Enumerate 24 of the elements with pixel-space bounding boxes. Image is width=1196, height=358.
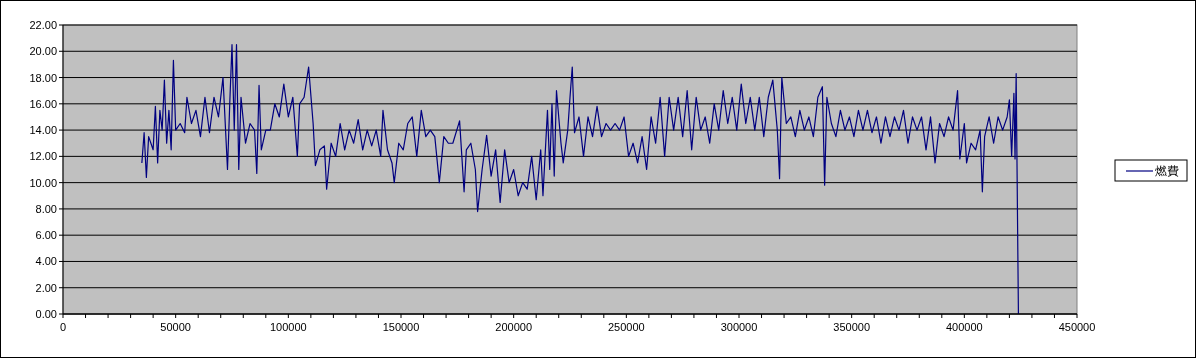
- x-tick-label: 450000: [1058, 321, 1096, 333]
- x-tick-label: 200000: [495, 321, 533, 333]
- x-tick-label: 150000: [382, 321, 420, 333]
- y-tick-label: 22.00: [29, 19, 57, 31]
- x-tick-label: 300000: [720, 321, 758, 333]
- y-tick-label: 14.00: [29, 124, 57, 137]
- y-tick-label: 20.00: [29, 45, 57, 58]
- x-tick-label: 250000: [607, 321, 645, 333]
- y-tick-label: 8.00: [35, 202, 57, 215]
- x-tick-label: 350000: [833, 321, 871, 333]
- x-tick-label: 100000: [269, 321, 307, 333]
- y-tick-label: 16.00: [29, 97, 57, 110]
- legend-label: 燃費: [1155, 164, 1179, 178]
- x-tick-label: 50000: [160, 321, 191, 333]
- y-tick-label: 10.00: [29, 176, 57, 189]
- x-tick-label: 0: [59, 321, 67, 333]
- y-tick-label: 0.00: [35, 308, 57, 320]
- x-tick-label: 400000: [945, 321, 983, 333]
- line-series: [141, 44, 1020, 315]
- y-tick-label: 2.00: [35, 281, 57, 294]
- y-tick-label: 18.00: [29, 71, 57, 84]
- y-tick-label: 4.00: [35, 255, 57, 268]
- y-tick-label: 6.00: [35, 229, 57, 242]
- y-tick-label: 12.00: [29, 150, 57, 163]
